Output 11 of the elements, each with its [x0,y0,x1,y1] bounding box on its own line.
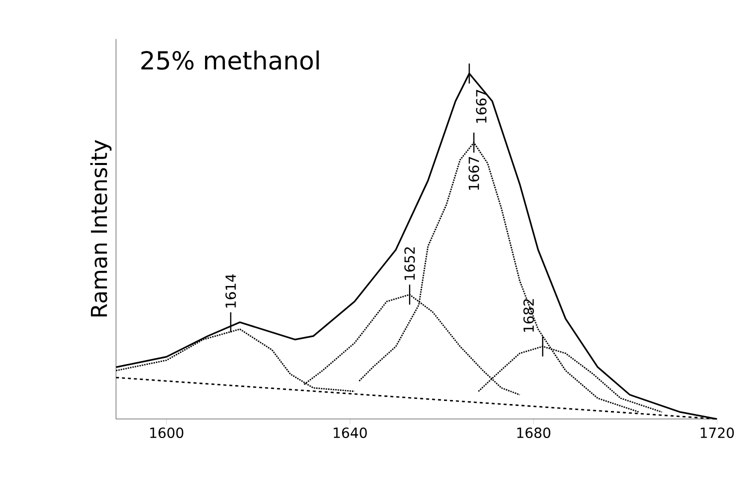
x-tick-label: 1680 [517,427,550,438]
annotation: 1614 [225,274,236,308]
annotation: 1682 [523,299,534,332]
y-axis-title: Raman Intensity [90,140,112,316]
x-tick-label: 1640 [334,427,367,438]
x-tick-label: 1720 [700,427,734,438]
x-tick-label: 1600 [150,427,184,438]
annotation: 1667 [468,157,480,190]
annotation: 1667 [476,90,487,123]
annotation: 1652 [404,247,415,280]
text: 25% methanol [141,50,319,70]
